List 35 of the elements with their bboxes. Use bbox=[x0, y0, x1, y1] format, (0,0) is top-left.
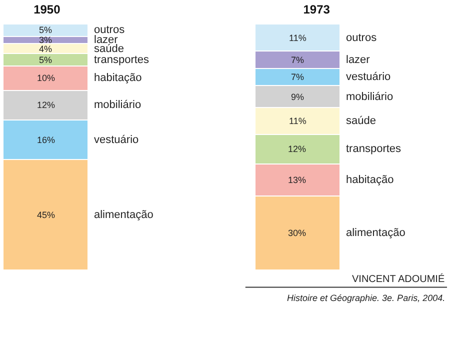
data-label: 9% bbox=[291, 92, 304, 102]
series-label: transportes bbox=[94, 54, 150, 66]
data-label: 11% bbox=[289, 116, 306, 126]
data-label: 16% bbox=[37, 135, 56, 145]
series-label: alimentação bbox=[346, 227, 406, 239]
data-label: 30% bbox=[288, 228, 306, 238]
series-label: habitação bbox=[346, 174, 394, 186]
chart-title: 1950 bbox=[34, 2, 61, 17]
data-label: 4% bbox=[39, 44, 52, 54]
series-label: vestuário bbox=[94, 134, 139, 146]
text: Histoire et Géographie. 3e. Paris, 2004. bbox=[287, 293, 446, 303]
series-label: lazer bbox=[346, 54, 370, 66]
series-label: outros bbox=[346, 32, 378, 44]
data-label: 12% bbox=[37, 100, 56, 110]
data-label: 13% bbox=[288, 175, 306, 185]
data-label: 5% bbox=[39, 55, 52, 65]
data-label: 7% bbox=[291, 72, 304, 82]
data-label: 11% bbox=[289, 33, 306, 43]
series-label: saúde bbox=[346, 115, 376, 127]
series-label: saúde bbox=[94, 43, 124, 55]
series-label: alimentação bbox=[94, 209, 154, 221]
series-label: mobiliário bbox=[94, 99, 142, 111]
text: VINCENT ADOUMIÉ bbox=[352, 273, 445, 285]
series-label: outros bbox=[94, 24, 126, 36]
chart-title: 1973 bbox=[303, 2, 330, 17]
series-label: mobiliário bbox=[346, 91, 394, 103]
series-label: vestuário bbox=[346, 71, 391, 83]
data-label: 10% bbox=[37, 73, 56, 83]
data-label: 7% bbox=[291, 55, 304, 65]
series-label: transportes bbox=[346, 143, 402, 155]
data-label: 12% bbox=[288, 144, 306, 154]
data-label: 45% bbox=[37, 210, 56, 220]
data-label: 3% bbox=[39, 35, 52, 45]
data-label: 5% bbox=[39, 25, 52, 35]
series-label: habitação bbox=[94, 72, 142, 84]
